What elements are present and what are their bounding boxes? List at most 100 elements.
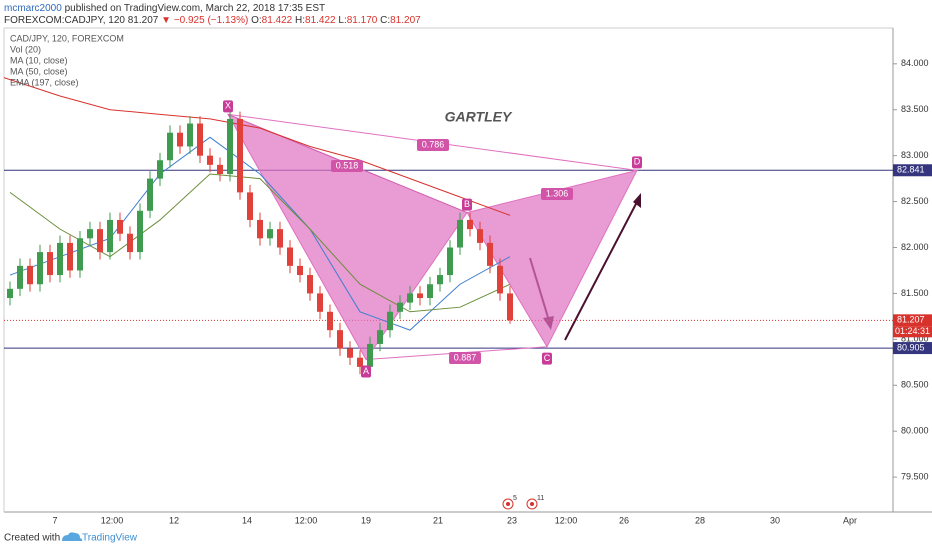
x-tick-label: 19 (361, 515, 371, 525)
o-val: 81.422 (262, 15, 293, 26)
point-box (632, 156, 642, 169)
candle-body (367, 343, 373, 367)
event-dot (506, 502, 510, 506)
x-tick-label: 12:00 (555, 515, 578, 525)
candle-body (397, 302, 403, 312)
candle-body (277, 229, 283, 248)
legend-entry: CAD/JPY, 120, FOREXCOM (10, 33, 124, 43)
candle-body (407, 293, 413, 303)
candle-body (177, 132, 183, 147)
c-key: C: (380, 15, 390, 26)
change: −0.925 (−1.13%) (174, 15, 249, 26)
event-count: 5 (513, 495, 517, 502)
y-tick-label: 83.500 (901, 104, 929, 114)
candle-body (317, 293, 323, 312)
y-tick-label: 81.000 (901, 334, 929, 344)
price-tag-label: 80.905 (897, 342, 925, 352)
candle-body (187, 123, 193, 147)
arrow: ▼ (161, 15, 171, 26)
candle-body (457, 219, 463, 248)
candle-body (27, 265, 33, 285)
legend-entry: Vol (20) (10, 44, 41, 54)
candle-body (287, 247, 293, 266)
event-dot (530, 502, 534, 506)
candle-body (97, 229, 103, 253)
candle-body (117, 219, 123, 234)
candle-body (267, 229, 273, 239)
candle-body (427, 284, 433, 299)
candle-body (47, 252, 53, 276)
candle-body (167, 132, 173, 161)
candle-body (37, 252, 43, 285)
candle-body (417, 293, 423, 299)
candle-body (237, 118, 243, 193)
x-tick-label: 23 (507, 515, 517, 525)
y-tick-label: 80.000 (901, 426, 929, 436)
point-label: A (363, 366, 369, 376)
l-key: L: (338, 15, 346, 26)
candle-body (157, 160, 163, 179)
arrow-head (633, 193, 641, 208)
point-box (361, 365, 371, 378)
countdown-tag (893, 326, 932, 338)
point-box (462, 198, 472, 211)
candle-body (467, 219, 473, 230)
candle-body (137, 210, 143, 253)
candle-body (197, 123, 203, 156)
countdown-label: 01:24:31 (895, 326, 930, 336)
x-tick-label: Apr (843, 515, 857, 525)
ratio-label: 1.306 (546, 188, 569, 198)
logo-icon (62, 532, 83, 541)
candle-body (497, 265, 503, 294)
arrow-up (564, 199, 639, 341)
candle-body (207, 155, 213, 165)
h-val: 81.422 (305, 15, 336, 26)
candle-body (507, 293, 513, 321)
candle-body (257, 219, 263, 239)
footer-created: Created with (4, 533, 60, 544)
legend-entry: EMA (197, close) (10, 77, 79, 87)
y-tick-label: 82.000 (901, 242, 929, 252)
candle-body (377, 330, 383, 344)
price-tag-label: 82.841 (897, 165, 925, 175)
candle-body (307, 275, 313, 294)
x-tick-label: 28 (695, 515, 705, 525)
point-label: D (634, 157, 641, 167)
c-val: 81.207 (390, 15, 421, 26)
candle-body (247, 192, 253, 220)
candle-body (57, 242, 63, 276)
candle-body (227, 118, 233, 175)
ratio-box (417, 139, 449, 151)
h-key: H: (295, 15, 305, 26)
x-tick-label: 21 (433, 515, 443, 525)
candle-body (447, 247, 453, 276)
candle-body (387, 311, 393, 331)
candle-body (7, 288, 13, 299)
candle-body (87, 229, 93, 239)
o-key: O: (251, 15, 262, 26)
candle-body (67, 242, 73, 271)
footer-brand: TradingView (82, 533, 138, 544)
candle-body (17, 265, 23, 289)
x-tick-label: 12:00 (295, 515, 318, 525)
candle-body (107, 219, 113, 253)
x-tick-label: 7 (52, 515, 57, 525)
price-tag (893, 164, 932, 177)
x-tick-label: 30 (770, 515, 780, 525)
pattern-name: GARTLEY (445, 109, 513, 125)
legend-entry: MA (10, close) (10, 55, 68, 65)
published: published on TradingView.com, March 22, … (65, 3, 326, 14)
ratio-box (449, 352, 481, 364)
l-val: 81.170 (347, 15, 378, 26)
y-tick-label: 82.500 (901, 196, 929, 206)
candle-body (297, 265, 303, 276)
y-tick-label: 79.500 (901, 471, 929, 481)
ratio-label: 0.518 (336, 160, 359, 170)
candle-body (477, 229, 483, 243)
candle-body (147, 178, 153, 211)
ratio-label: 0.786 (422, 139, 445, 149)
header-line-2: FOREXCOM:CADJPY, 120 81.207 ▼ −0.925 (−1… (4, 15, 421, 26)
point-label: C (544, 353, 551, 363)
